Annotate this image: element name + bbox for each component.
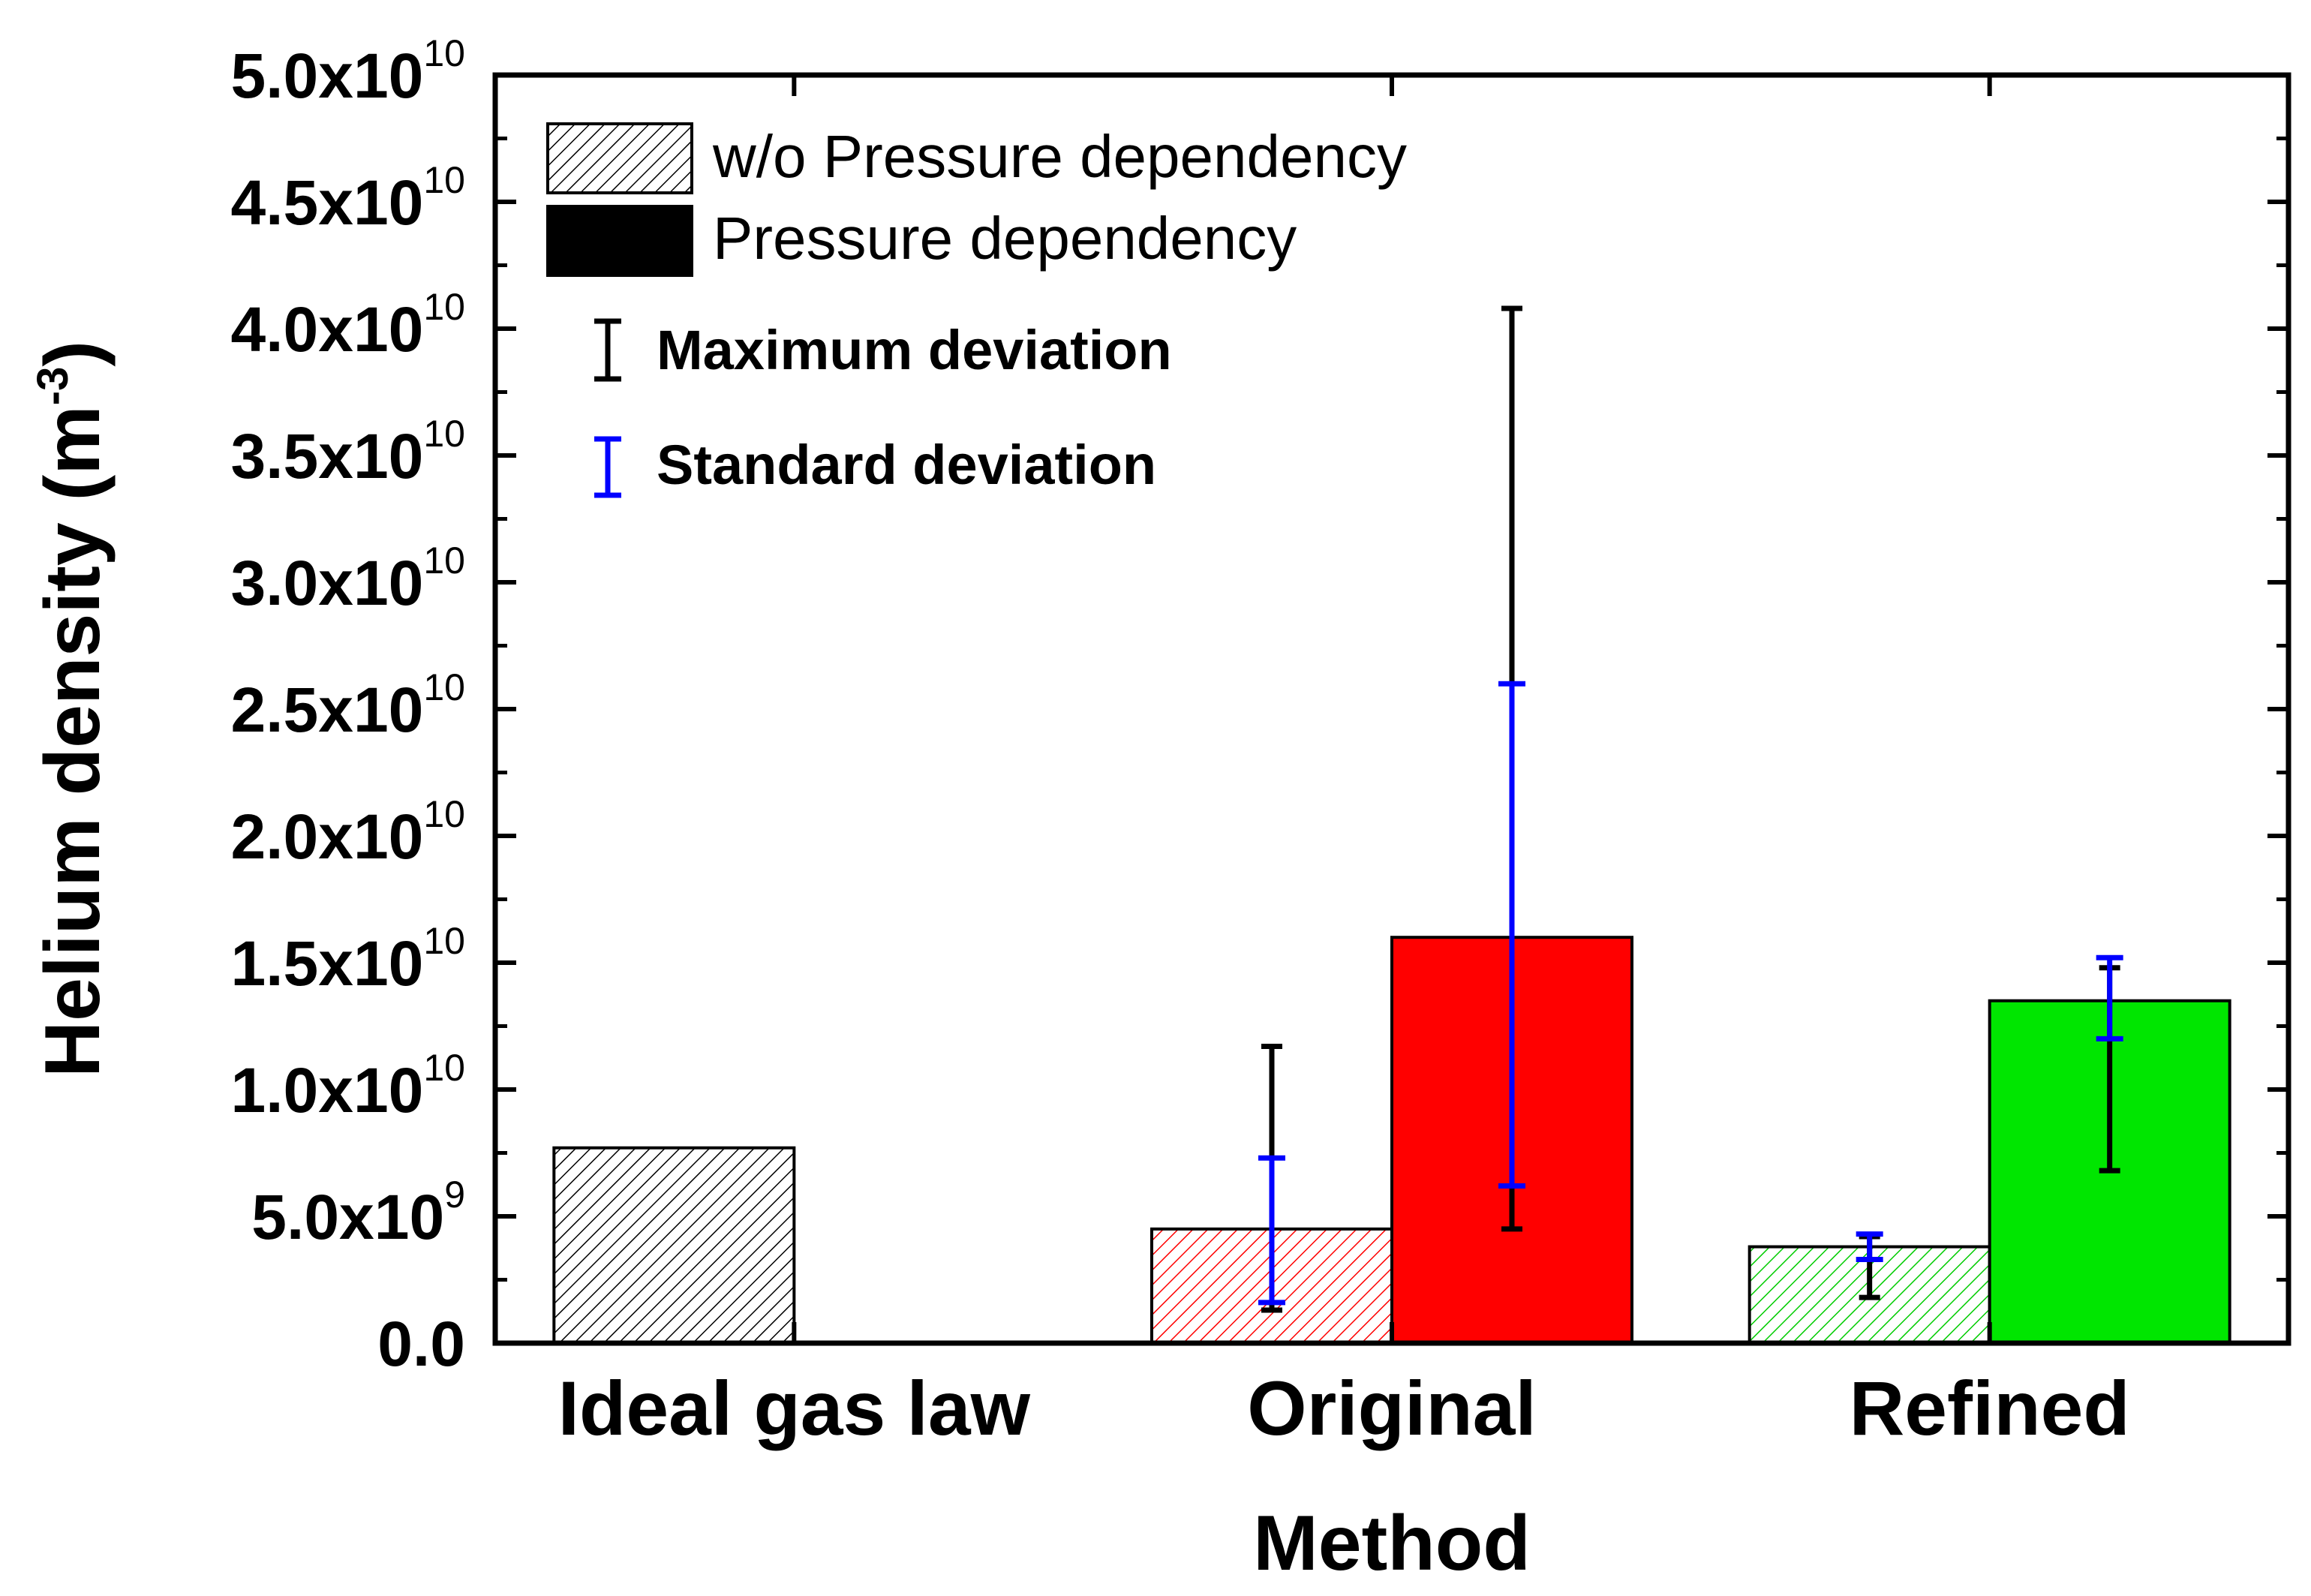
y-tick-label: 5.0x1010: [230, 32, 465, 111]
y-tick-label: 0.0: [377, 1309, 465, 1379]
errorbars-layer: [1258, 305, 2123, 1313]
x-axis-title: Method: [1253, 1500, 1531, 1587]
y-tick-mantissa: 3.5x10: [230, 421, 423, 491]
legend-label-std-deviation: Standard deviation: [657, 434, 1156, 496]
y-tick-mantissa: 3.0x10: [230, 548, 423, 618]
y-tick-label: 1.5x1010: [230, 920, 465, 999]
y-tick-label: 3.5x1010: [230, 413, 465, 491]
y-tick-exponent: 10: [423, 666, 465, 708]
y-tick-label: 4.5x1010: [230, 159, 465, 238]
x-tick-label: Refined: [1850, 1366, 2130, 1451]
y-tick-labels: 0.05.0x1091.0x10101.5x10102.0x10102.5x10…: [230, 32, 465, 1379]
y-tick-mantissa: 1.5x10: [230, 928, 423, 999]
y-tick-mantissa: 2.0x10: [230, 801, 423, 872]
y-tick-exponent: 9: [444, 1174, 465, 1216]
y-tick-label: 1.0x1010: [230, 1047, 465, 1126]
ticks-layer: [495, 73, 2288, 1345]
y-tick-label: 4.0x1010: [230, 286, 465, 365]
legend: w/o Pressure dependency Pressure depende…: [546, 122, 1407, 498]
bars-layer: [552, 936, 2231, 1345]
errorbar-std-pressure-1: [1498, 681, 1525, 1189]
legend-icon-max-deviation: [594, 318, 621, 382]
errorbar-std-wo-pressure-2: [1856, 1231, 1883, 1262]
y-tick-label: 2.0x1010: [230, 793, 465, 872]
y-tick-label: 5.0x109: [251, 1174, 465, 1252]
errorbar-std-wo-pressure-1: [1258, 1155, 1285, 1306]
x-tick-label: Original: [1247, 1366, 1536, 1451]
legend-swatch-solid: [546, 205, 693, 277]
legend-swatch-hatched: [546, 122, 693, 194]
y-tick-exponent: 10: [423, 32, 465, 74]
legend-label-solid: Pressure dependency: [713, 205, 1297, 272]
y-tick-exponent: 10: [423, 413, 465, 455]
y-tick-mantissa: 2.5x10: [230, 675, 423, 745]
errorbar-std-pressure-2: [2096, 954, 2123, 1041]
y-tick-mantissa: 5.0x10: [230, 41, 423, 111]
y-tick-label: 2.5x1010: [230, 666, 465, 745]
legend-label-hatched: w/o Pressure dependency: [712, 123, 1407, 190]
x-tick-labels: Ideal gas law Original Refined: [558, 1366, 2130, 1451]
y-axis-title-close: ): [29, 341, 116, 367]
y-tick-exponent: 10: [423, 286, 465, 328]
y-tick-exponent: 10: [423, 793, 465, 835]
y-tick-exponent: 10: [423, 920, 465, 962]
y-tick-mantissa: 0.0: [377, 1309, 465, 1379]
bar-wo-pressure-0: [552, 1146, 796, 1345]
y-tick-exponent: 10: [423, 1047, 465, 1089]
legend-label-max-deviation: Maximum deviation: [657, 319, 1172, 381]
legend-icon-std-deviation: [594, 436, 621, 498]
y-axis-title-superscript: -3: [29, 367, 77, 406]
y-axis-title: Helium density (m-3): [29, 341, 116, 1078]
y-tick-mantissa: 1.0x10: [230, 1055, 423, 1126]
y-tick-exponent: 10: [423, 540, 465, 582]
y-tick-mantissa: 4.0x10: [230, 294, 423, 365]
y-tick-mantissa: 4.5x10: [230, 167, 423, 238]
x-tick-label: Ideal gas law: [558, 1366, 1031, 1451]
y-tick-label: 3.0x1010: [230, 540, 465, 618]
y-tick-mantissa: 5.0x10: [251, 1182, 444, 1252]
y-tick-exponent: 10: [423, 159, 465, 201]
y-axis-title-main: Helium density (m: [29, 405, 116, 1078]
